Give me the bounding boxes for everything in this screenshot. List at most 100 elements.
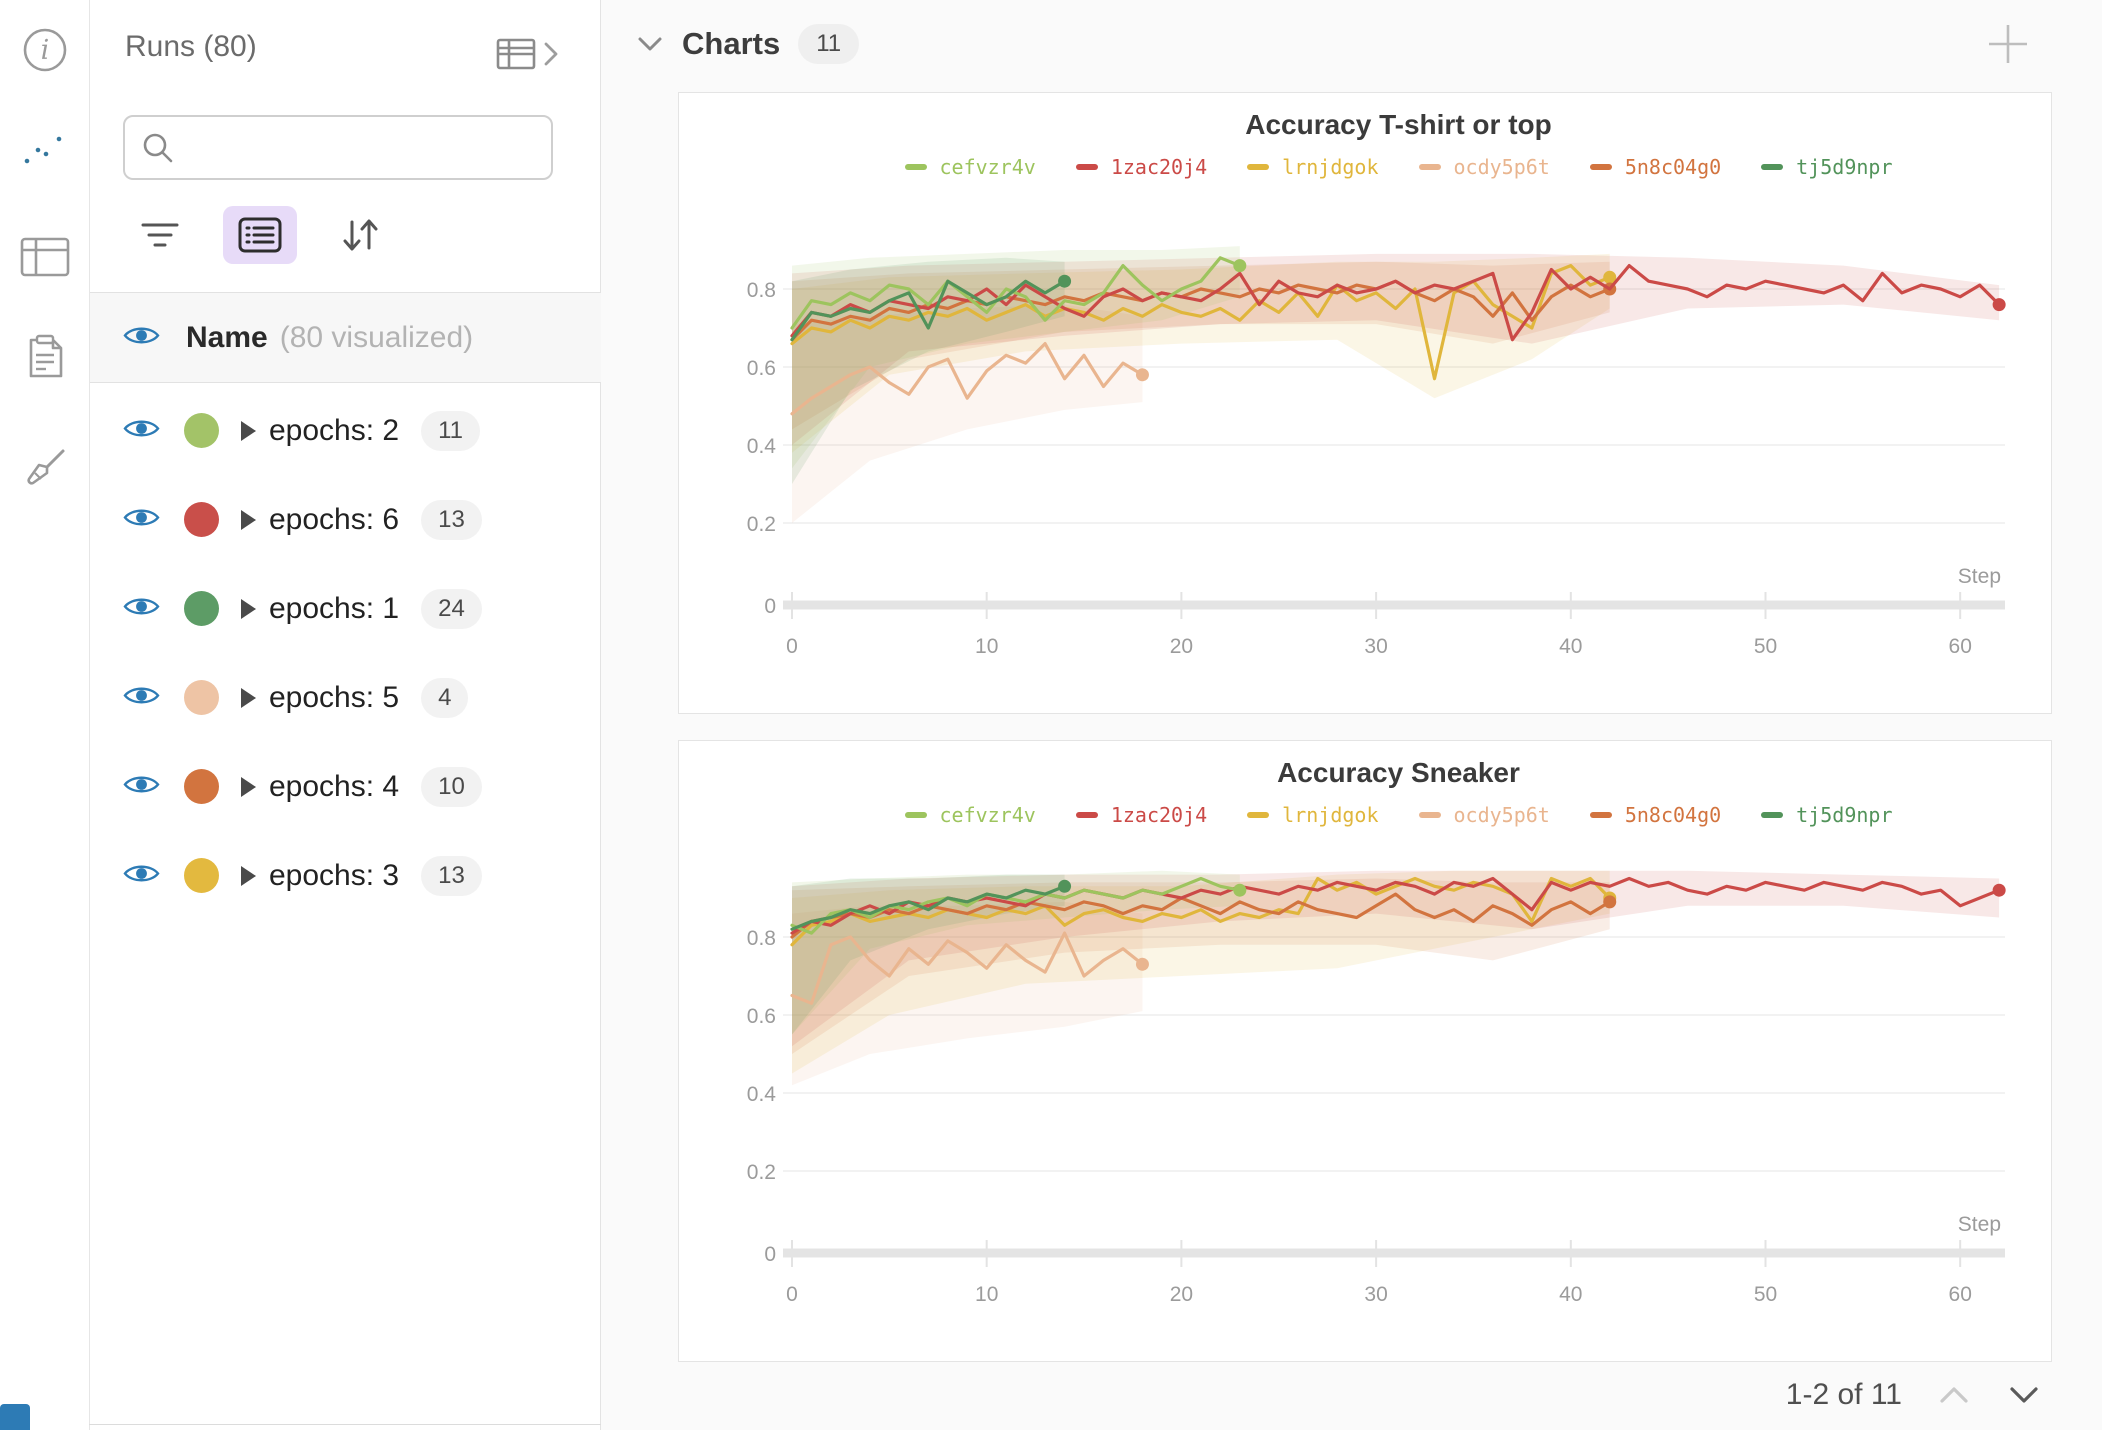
run-group-label: epochs: 6 bbox=[269, 502, 400, 536]
y-axis-label: 0.2 bbox=[747, 513, 776, 536]
legend-swatch bbox=[1761, 164, 1784, 170]
expand-caret-icon[interactable] bbox=[241, 687, 256, 708]
pagination-prev-chevron-icon[interactable] bbox=[1936, 1383, 1972, 1407]
legend-run-name: lrnjdgok bbox=[1282, 155, 1379, 179]
line-chart-plot[interactable]: 0 0.2 0.4 0.6 0.8 0 10 20 30 40 50 60 Step bbox=[679, 741, 2051, 1361]
filter-icon[interactable] bbox=[123, 206, 197, 264]
run-color-dot bbox=[184, 769, 219, 804]
section-collapse-chevron-icon[interactable] bbox=[636, 34, 664, 54]
series-uncertainty-band bbox=[792, 870, 2000, 1047]
run-group-row[interactable]: epochs: 4 10 bbox=[89, 742, 601, 831]
name-column-label: Name bbox=[186, 320, 268, 354]
pagination-next-chevron-icon[interactable] bbox=[2006, 1383, 2042, 1407]
eye-icon bbox=[123, 776, 160, 792]
y-axis-label: 0 bbox=[764, 595, 776, 618]
series-end-dot bbox=[1992, 298, 2006, 312]
series-end-dot bbox=[1233, 883, 1247, 897]
legend-item[interactable]: ocdy5p6t bbox=[1418, 155, 1550, 179]
visibility-eye-icon[interactable] bbox=[123, 683, 160, 713]
y-axis-label: 0.4 bbox=[747, 435, 777, 458]
expand-caret-icon[interactable] bbox=[241, 598, 256, 619]
chart-legend: cefvzr4v 1zac20j4 lrnjdgok ocdy5p6t 5n8c04g0… bbox=[792, 155, 2005, 179]
broom-icon[interactable] bbox=[0, 430, 89, 508]
legend-item[interactable]: cefvzr4v bbox=[904, 803, 1036, 827]
add-panel-plus-icon[interactable] bbox=[1982, 18, 2034, 70]
table-icon[interactable] bbox=[0, 218, 89, 296]
visibility-eye-icon[interactable] bbox=[123, 505, 160, 535]
runs-search-box[interactable] bbox=[123, 115, 553, 180]
run-group-row[interactable]: epochs: 2 11 bbox=[89, 386, 601, 475]
y-axis-label: 0.4 bbox=[747, 1083, 777, 1106]
expand-caret-icon[interactable] bbox=[241, 420, 256, 441]
x-axis-label: 30 bbox=[1364, 1283, 1387, 1306]
legend-item[interactable]: 1zac20j4 bbox=[1075, 155, 1207, 179]
run-color-dot bbox=[184, 680, 219, 715]
section-title: Charts bbox=[682, 26, 781, 61]
visibility-eye-icon[interactable] bbox=[123, 416, 160, 446]
x-axis-label: 10 bbox=[975, 1283, 998, 1306]
sort-icon[interactable] bbox=[323, 206, 397, 264]
y-axis-label: 0.8 bbox=[747, 279, 776, 302]
eye-icon bbox=[123, 865, 160, 881]
chart-panel[interactable]: Accuracy Sneaker cefvzr4v 1zac20j4 lrnjdgo… bbox=[678, 740, 2052, 1362]
legend-run-name: ocdy5p6t bbox=[1453, 803, 1550, 827]
expand-caret-icon[interactable] bbox=[241, 509, 256, 530]
legend-item[interactable]: ocdy5p6t bbox=[1418, 803, 1550, 827]
line-chart-plot[interactable]: 0 0.2 0.4 0.6 0.8 0 10 20 30 40 50 60 Step bbox=[679, 93, 2051, 713]
visibility-eye-icon[interactable] bbox=[123, 594, 160, 624]
series-line bbox=[790, 931, 1145, 1005]
expand-caret-icon[interactable] bbox=[241, 865, 256, 886]
legend-item[interactable]: tj5d9npr bbox=[1761, 803, 1892, 827]
legend-item[interactable]: 5n8c04g0 bbox=[1589, 155, 1721, 179]
run-count-badge: 11 bbox=[421, 410, 481, 451]
run-group-label: epochs: 2 bbox=[269, 413, 400, 447]
series-uncertainty-band bbox=[792, 870, 1610, 1074]
chevron-right-icon bbox=[544, 42, 558, 66]
run-group-row[interactable]: epochs: 3 13 bbox=[89, 831, 601, 920]
run-group-row[interactable]: epochs: 6 13 bbox=[89, 475, 601, 564]
legend-item[interactable]: 5n8c04g0 bbox=[1589, 803, 1721, 827]
visibility-eye-icon[interactable] bbox=[123, 772, 160, 802]
chart-panel[interactable]: Accuracy T-shirt or top cefvzr4v 1zac20j4… bbox=[678, 92, 2052, 714]
notes-icon[interactable] bbox=[0, 319, 89, 397]
legend-item[interactable]: 1zac20j4 bbox=[1075, 803, 1207, 827]
x-axis-label: 60 bbox=[1949, 1283, 1972, 1306]
legend-swatch bbox=[1589, 164, 1612, 170]
legend-swatch bbox=[904, 164, 927, 170]
left-icon-sidebar: i bbox=[0, 0, 90, 1430]
series-end-dot bbox=[1603, 270, 1617, 284]
chart-legend: cefvzr4v 1zac20j4 lrnjdgok ocdy5p6t 5n8c04g0… bbox=[792, 803, 2005, 827]
runs-name-header-row[interactable]: Name (80 visualized) bbox=[89, 292, 601, 383]
expand-runs-table-button[interactable] bbox=[496, 38, 560, 70]
list-view-icon[interactable] bbox=[223, 206, 297, 264]
run-group-row[interactable]: epochs: 5 4 bbox=[89, 653, 601, 742]
run-group-row[interactable]: epochs: 1 24 bbox=[89, 564, 601, 653]
legend-item[interactable]: tj5d9npr bbox=[1761, 155, 1892, 179]
legend-item[interactable]: lrnjdgok bbox=[1247, 155, 1379, 179]
legend-swatch bbox=[904, 812, 927, 818]
run-groups-list: epochs: 2 11 epochs: 6 13 epochs: 1 24 epochs:… bbox=[89, 386, 601, 920]
eye-icon bbox=[123, 687, 160, 703]
x-axis-label: 60 bbox=[1949, 635, 1972, 658]
legend-item[interactable]: cefvzr4v bbox=[904, 155, 1036, 179]
search-icon bbox=[143, 133, 173, 162]
visibility-eye-icon[interactable] bbox=[123, 861, 160, 891]
legend-item[interactable]: lrnjdgok bbox=[1247, 803, 1379, 827]
x-axis-label: 20 bbox=[1170, 635, 1193, 658]
series-uncertainty-band bbox=[792, 878, 1610, 1054]
series-line bbox=[790, 876, 2001, 935]
x-axis-label: 50 bbox=[1754, 635, 1777, 658]
visibility-eye-icon[interactable] bbox=[123, 323, 160, 353]
x-axis-label: 20 bbox=[1170, 1283, 1193, 1306]
series-end-dot bbox=[1058, 274, 1072, 288]
legend-swatch bbox=[1761, 812, 1784, 818]
eye-icon bbox=[123, 598, 160, 614]
info-icon[interactable]: i bbox=[0, 11, 89, 89]
runs-search-input[interactable] bbox=[187, 131, 551, 164]
legend-swatch bbox=[1418, 812, 1441, 818]
expand-caret-icon[interactable] bbox=[241, 776, 256, 797]
series-uncertainty-band bbox=[792, 261, 1610, 430]
bottom-left-partial-icon[interactable] bbox=[0, 1404, 30, 1430]
legend-swatch bbox=[1075, 164, 1098, 170]
sidebar-tab-charts[interactable] bbox=[0, 100, 89, 206]
